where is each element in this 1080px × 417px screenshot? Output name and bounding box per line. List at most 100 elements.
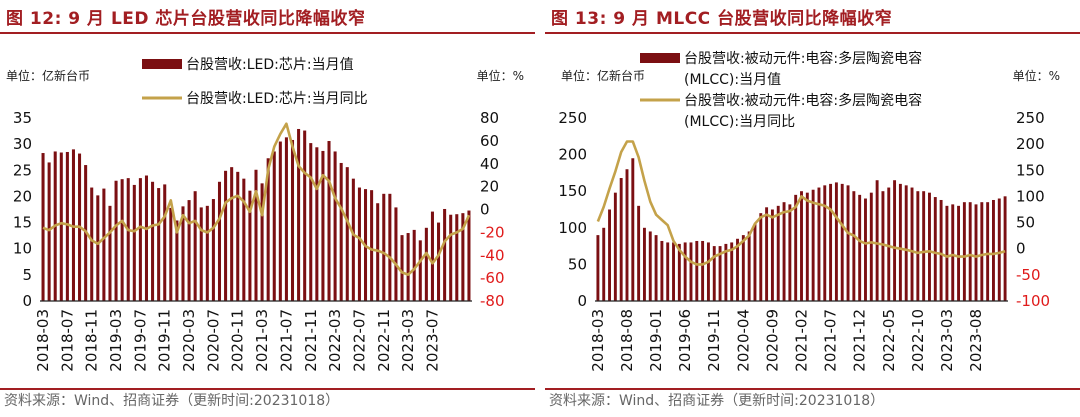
x-tick-label: 2019-11 [156,309,174,372]
bar [59,152,63,301]
legend-bar-label: (MLCC):当月值 [684,72,781,88]
bar [187,200,191,301]
x-tick-label: 2021-12 [851,309,869,372]
x-tick-label: 2019-01 [647,309,665,372]
bar [382,193,386,301]
bar [660,240,664,301]
bar [910,187,914,301]
x-tick-label: 2018-03 [589,309,607,372]
bar [388,193,392,301]
bar [654,235,658,301]
bar [132,184,136,301]
bar [284,137,288,301]
y-left-tick-label: 0 [577,292,587,310]
x-tick-label: 2020-11 [229,309,247,372]
bar [596,235,600,301]
bar [992,199,995,301]
bar [997,198,1001,301]
y-right-tick-label: 200 [1016,135,1045,153]
bar [376,203,380,301]
bar [962,202,966,301]
x-tick-label: 2023-08 [967,309,985,372]
bar [683,242,687,301]
bar [770,209,774,301]
bar [126,178,130,301]
bar [327,141,331,301]
bar [712,246,716,301]
bar [108,205,112,301]
bar [706,242,710,301]
bar [211,199,215,301]
bar [689,242,693,301]
bar [608,209,611,301]
bar [939,199,943,301]
title-divider [545,32,1080,34]
series-line [42,122,471,276]
bar [823,185,827,301]
bar [666,242,670,301]
bar [672,242,675,301]
bar [834,182,838,301]
x-tick-label: 2021-02 [793,309,811,372]
x-tick-label: 2021-07 [822,309,840,372]
bar [986,202,990,301]
y-right-tick-label: 250 [1016,109,1045,127]
bar [412,229,416,301]
bar [236,171,240,301]
bar [437,222,441,301]
legend-line-label: 台股营收:LED:芯片:当月同比 [186,91,368,107]
y-right-tick-label: 150 [1016,161,1045,179]
bar [898,183,902,301]
x-tick-label: 2019-11 [705,309,723,372]
bar [864,198,867,301]
bar [102,188,106,301]
y-left-tick-label: 30 [13,135,32,153]
title-divider [0,32,535,34]
bar [339,162,343,301]
bar [800,191,803,301]
bar [345,167,349,301]
x-tick-label: 2019-03 [107,309,125,372]
bar [788,204,792,301]
bar [96,195,100,301]
bar [455,214,459,301]
bar [351,178,355,301]
bar [916,191,920,301]
footer-divider [545,388,1080,390]
x-tick-label: 2022-11 [375,309,393,372]
bar [217,181,222,301]
bar [945,205,949,301]
bar [461,213,465,301]
bar [205,205,209,301]
bar [297,128,301,301]
bar [893,180,897,301]
bar [242,178,246,301]
footer-divider [0,388,535,390]
x-tick-label: 2020-07 [204,309,222,372]
chart-mlcc-plot: 单位：亿新台币 单位：% 台股营收:被动元件:电容:多层陶瓷电容 (MLCC):当月值… [558,50,1060,372]
bar [120,179,124,301]
series-line [596,140,1006,266]
bar [151,181,155,301]
y-right-tick-label: 60 [480,132,499,150]
bar [394,207,398,301]
bar [602,227,606,301]
x-tick-label: 2022-10 [909,309,927,372]
right-unit-label: 单位：% [1013,68,1060,83]
bar [406,233,410,301]
x-tick-label: 2022-03 [326,309,344,372]
bar [169,207,173,301]
legend-bar-label: 台股营收:被动元件:电容:多层陶瓷电容 [684,50,922,67]
bar [400,235,404,301]
bar [724,243,728,301]
bar [625,169,629,301]
x-tick-label: 2021-03 [253,309,271,372]
chart-panel-led: 图 12: 9 月 LED 芯片台股营收同比降幅收窄 单位：亿新台币 单位：% 台股… [0,0,535,417]
source-note: 资料来源：Wind、招商证券（更新时间:20231018） [549,393,885,409]
bar [840,183,844,301]
x-tick-label: 2018-08 [618,309,636,372]
x-tick-label: 2023-03 [938,309,956,372]
y-right-tick-label: 80 [480,109,499,127]
bar [418,240,422,301]
y-left-tick-label: 250 [558,109,587,127]
